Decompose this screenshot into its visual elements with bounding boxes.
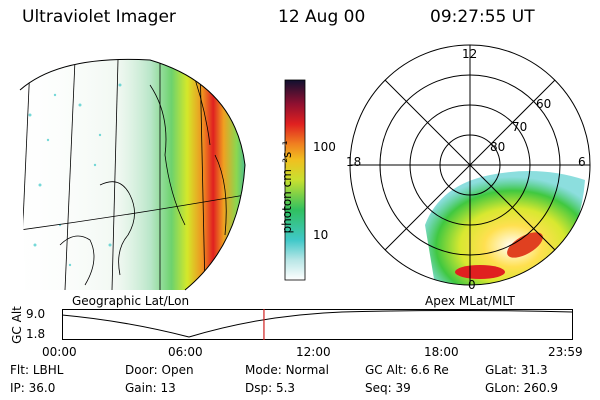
altitude-plot <box>62 309 573 340</box>
geographic-label: Geographic Lat/Lon <box>72 294 190 308</box>
colorbar <box>284 79 306 281</box>
altitude-axis-title: GC Alt <box>10 306 24 344</box>
colorbar-tick-10: 10 <box>313 228 329 242</box>
colorbar-tick-100: 100 <box>313 140 336 154</box>
time-tick-1: 06:00 <box>168 345 203 359</box>
time-label: 09:27:55 UT <box>430 7 535 27</box>
info-dsp: Dsp: 5.3 <box>245 381 296 395</box>
mlt-label-left: 18 <box>346 155 362 169</box>
time-tick-2: 12:00 <box>296 345 331 359</box>
instrument-title: Ultraviolet Imager <box>22 7 176 27</box>
geographic-image <box>19 58 246 291</box>
info-glat: GLat: 31.3 <box>485 363 548 377</box>
apex-label: Apex MLat/MLT <box>425 294 515 308</box>
altitude-tick-high: 9.0 <box>26 307 46 321</box>
info-glon: GLon: 260.9 <box>485 381 558 395</box>
lat-label-80: 80 <box>490 140 506 154</box>
lat-label-70: 70 <box>512 120 528 134</box>
date-label: 12 Aug 00 <box>278 7 366 27</box>
time-tick-3: 18:00 <box>424 345 459 359</box>
colorbar-unit-label: photon cm⁻²s⁻¹ <box>280 140 294 234</box>
info-gc-alt: GC Alt: 6.6 Re <box>365 363 449 377</box>
polar-plot <box>349 44 591 286</box>
info-flt: Flt: LBHL <box>10 363 64 377</box>
mlt-label-right: 6 <box>578 155 586 169</box>
info-ip: IP: 36.0 <box>10 381 56 395</box>
info-gain: Gain: 13 <box>125 381 176 395</box>
time-tick-4: 23:59 <box>548 345 583 359</box>
time-tick-0: 00:00 <box>42 345 77 359</box>
mlt-label-top: 12 <box>462 47 478 61</box>
lat-label-60: 60 <box>536 97 552 111</box>
mlt-label-bottom: 0 <box>468 278 476 292</box>
info-mode: Mode: Normal <box>245 363 329 377</box>
altitude-tick-low: 1.8 <box>26 327 46 341</box>
info-door: Door: Open <box>125 363 194 377</box>
info-seq: Seq: 39 <box>365 381 411 395</box>
